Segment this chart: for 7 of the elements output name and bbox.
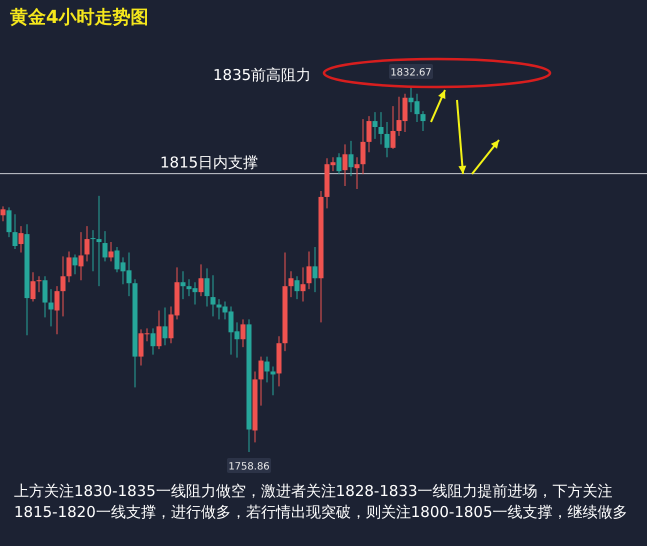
annotation: 1758.86 bbox=[227, 458, 271, 473]
annotation: 1832.67 bbox=[389, 64, 433, 79]
annotation: 上方关注1830-1835一线阻力做空，激进者关注1828-1833一线阻力提前进场，下方关注1815-1820一线支撑，进行做多，若行情出现突破，则关注1800-1805一线支撑，继续做多 bbox=[14, 481, 629, 523]
annotation: 1832.67 bbox=[390, 68, 432, 78]
annotation: 1758.86 bbox=[228, 462, 270, 472]
annotation: 1835前高阻力 bbox=[213, 66, 312, 84]
title: 黄金4小时走势图 bbox=[10, 7, 149, 28]
